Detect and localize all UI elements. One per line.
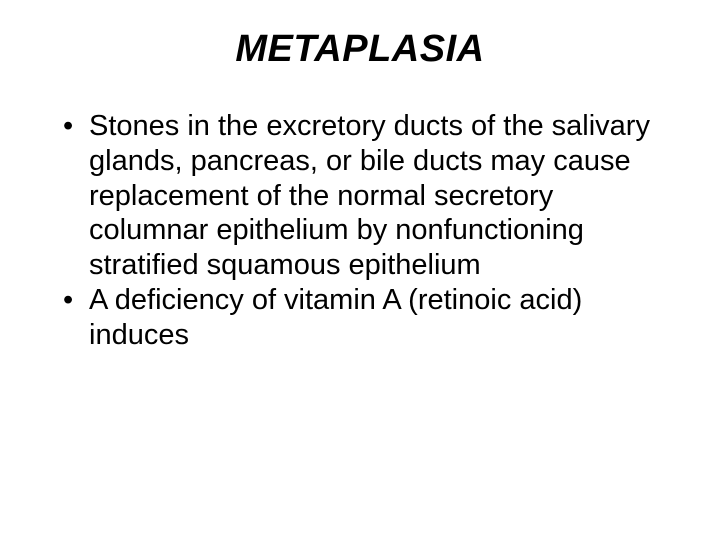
slide-title: METAPLASIA — [55, 28, 665, 71]
bullet-list: Stones in the excretory ducts of the sal… — [55, 109, 665, 353]
slide-container: METAPLASIA Stones in the excretory ducts… — [0, 0, 720, 540]
list-item: Stones in the excretory ducts of the sal… — [55, 109, 655, 283]
list-item: A deficiency of vitamin A (retinoic acid… — [55, 283, 655, 353]
